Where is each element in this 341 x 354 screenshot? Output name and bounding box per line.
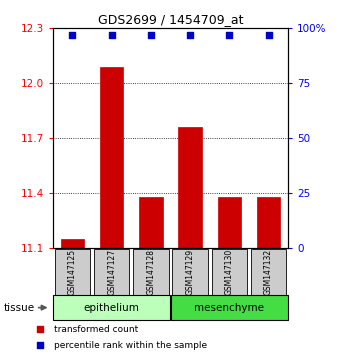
Bar bbox=[257, 196, 280, 248]
Text: GSM147125: GSM147125 bbox=[68, 249, 77, 295]
Point bbox=[37, 326, 43, 332]
Bar bbox=[251, 249, 286, 295]
Bar bbox=[218, 196, 241, 248]
Text: percentile rank within the sample: percentile rank within the sample bbox=[55, 341, 208, 350]
Text: transformed count: transformed count bbox=[55, 325, 139, 334]
Point bbox=[266, 32, 271, 38]
Bar bbox=[178, 127, 202, 248]
Text: GSM147127: GSM147127 bbox=[107, 249, 116, 295]
Point bbox=[226, 32, 232, 38]
Text: GSM147129: GSM147129 bbox=[186, 249, 195, 295]
Point bbox=[109, 32, 114, 38]
Bar bbox=[100, 67, 123, 248]
Point bbox=[37, 342, 43, 348]
Text: GSM147130: GSM147130 bbox=[225, 249, 234, 295]
Text: GSM147128: GSM147128 bbox=[146, 249, 155, 295]
Title: GDS2699 / 1454709_at: GDS2699 / 1454709_at bbox=[98, 13, 243, 26]
Bar bbox=[212, 249, 247, 295]
Bar bbox=[61, 239, 84, 248]
Bar bbox=[53, 295, 170, 320]
Bar bbox=[173, 249, 208, 295]
Text: GSM147132: GSM147132 bbox=[264, 249, 273, 295]
Bar bbox=[94, 249, 129, 295]
Point bbox=[148, 32, 153, 38]
Point bbox=[187, 32, 193, 38]
Bar bbox=[133, 249, 168, 295]
Bar bbox=[139, 196, 163, 248]
Text: mesenchyme: mesenchyme bbox=[194, 303, 264, 313]
Text: tissue: tissue bbox=[3, 303, 34, 313]
Text: epithelium: epithelium bbox=[84, 303, 139, 313]
Bar bbox=[55, 249, 90, 295]
Point bbox=[70, 32, 75, 38]
Bar bbox=[170, 295, 288, 320]
